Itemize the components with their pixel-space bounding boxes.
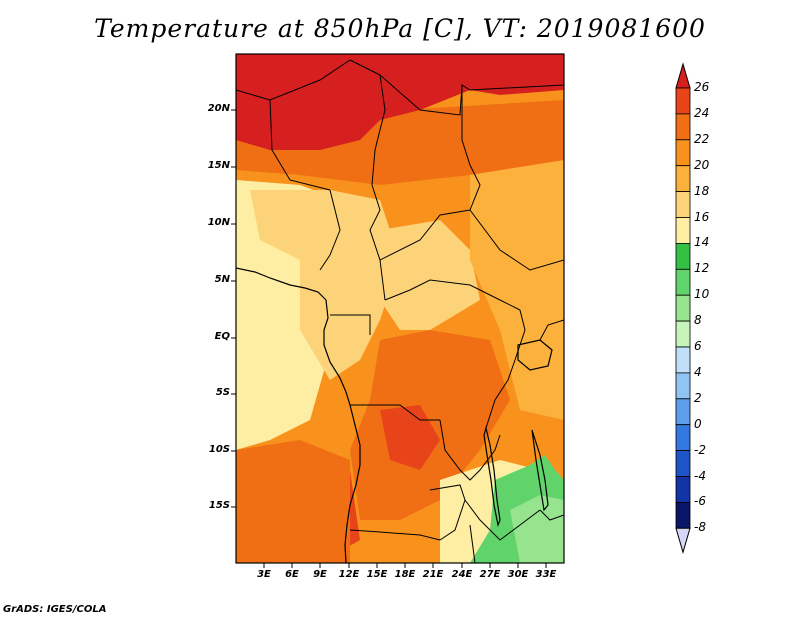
colorbar-box — [675, 242, 691, 270]
lake-tanganyika — [483, 425, 501, 528]
country-borders — [236, 59, 564, 563]
lon-label: 33E — [535, 569, 557, 580]
lat-label: 15N — [207, 160, 230, 171]
lon-label: 15E — [366, 569, 388, 580]
lon-label: 24E — [451, 569, 473, 580]
colorbar-label: 4 — [694, 364, 702, 379]
colorbar-box — [675, 398, 691, 426]
lon-label: 12E — [338, 569, 360, 580]
colorbar-label: 10 — [694, 287, 710, 302]
lon-label: 18E — [394, 569, 416, 580]
colorbar-label: 14 — [694, 235, 710, 250]
colorbar-label: 20 — [694, 157, 710, 172]
lat-ticks — [231, 109, 236, 508]
colorbar-label: 24 — [694, 105, 710, 120]
lat-label: EQ — [214, 331, 230, 342]
colorbar-box — [675, 476, 691, 503]
field-red-south-a — [380, 405, 440, 470]
lat-label: 5S — [215, 387, 230, 398]
colorbar-label: 18 — [694, 183, 710, 198]
lon-ticks — [263, 563, 547, 568]
colorbar-box — [675, 320, 691, 348]
colorbar-box — [675, 165, 691, 192]
field-light-green-southeast — [510, 495, 564, 563]
colorbar-label: 0 — [694, 416, 702, 431]
colorbar-box — [675, 217, 691, 244]
colorbar-label: 8 — [694, 313, 702, 328]
colorbar — [675, 62, 691, 555]
colorbar-label: 26 — [694, 80, 710, 94]
field-red-northeast — [470, 54, 564, 95]
lon-label: 30E — [507, 569, 529, 580]
colorbar-box — [675, 501, 691, 529]
map-title: Temperature at 850hPa [C], VT: 201908160… — [94, 14, 706, 43]
lat-label: 10S — [208, 444, 230, 455]
lon-label: 27E — [479, 569, 501, 580]
colorbar-label: 6 — [694, 339, 702, 353]
lon-label: 9E — [313, 569, 327, 580]
colorbar-bottom-arrow — [675, 527, 691, 555]
colorbar-label: -6 — [694, 494, 706, 509]
colorbar-box — [675, 113, 691, 141]
lat-label: 5N — [214, 274, 230, 285]
colorbar-label: -8 — [694, 520, 706, 535]
colorbar-label: 2 — [694, 390, 702, 405]
colorbar-box — [675, 424, 691, 452]
lon-label: 3E — [257, 569, 271, 580]
colorbar-label: 12 — [694, 261, 710, 276]
lat-label: 20N — [207, 103, 230, 114]
map-frame — [235, 53, 565, 564]
lake-malawi — [531, 429, 549, 512]
colorbar-box — [675, 268, 691, 296]
field-tan-west — [250, 190, 400, 380]
colorbar-box — [675, 139, 691, 167]
temperature-field — [236, 54, 564, 563]
lat-label: 10N — [207, 217, 230, 228]
colorbar-box — [675, 346, 691, 374]
colorbar-label: 16 — [694, 209, 710, 224]
grads-credit: GrADS: IGES/COLA — [3, 604, 107, 615]
colorbar-box — [675, 450, 691, 477]
colorbar-box — [675, 372, 691, 400]
colorbar-top-arrow — [675, 62, 691, 89]
colorbar-label: -4 — [694, 468, 706, 483]
atlantic-coastline — [236, 267, 361, 563]
field-red-north — [236, 54, 470, 150]
field-orange-southwest — [236, 440, 350, 563]
colorbar-box — [675, 87, 691, 115]
lon-label: 6E — [285, 569, 299, 580]
colorbar-label: -2 — [694, 442, 706, 457]
colorbar-box — [675, 294, 691, 322]
field-amber-east — [470, 140, 564, 420]
colorbar-box — [675, 191, 691, 218]
lon-label: 21E — [422, 569, 444, 580]
lat-label: 15S — [208, 500, 230, 511]
colorbar-label: 22 — [694, 131, 710, 146]
